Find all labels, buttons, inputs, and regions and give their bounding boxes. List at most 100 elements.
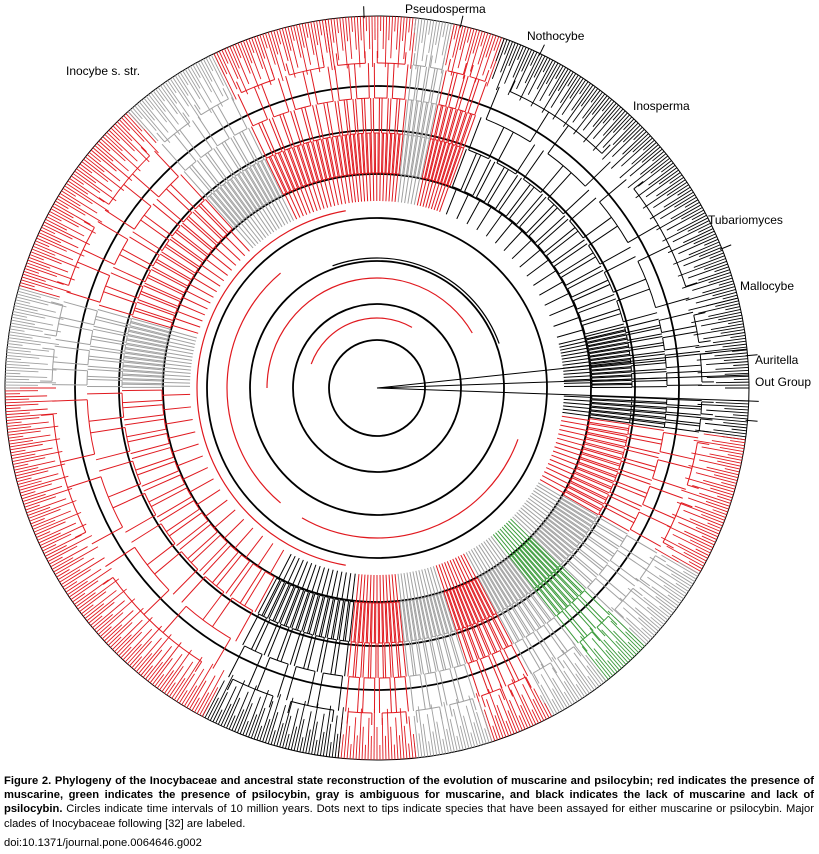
clade-arc (127, 327, 130, 334)
radial-branch (585, 326, 625, 337)
radial-branch (297, 592, 311, 631)
radial-branch (556, 568, 582, 594)
tip-branch (138, 101, 155, 121)
tip-branch (717, 460, 741, 467)
radial-branch (263, 622, 279, 656)
radial-branch (569, 604, 594, 631)
radial-branch (152, 203, 181, 227)
tip-branch (712, 337, 746, 344)
tip-branch (10, 322, 62, 333)
tip-branch (314, 739, 318, 755)
stem-branch (230, 230, 250, 252)
radial-branch (590, 361, 631, 367)
tip-branch (710, 487, 734, 496)
tip-branch (703, 479, 736, 490)
radial-branch (458, 113, 472, 147)
tip-branch (16, 296, 49, 306)
radial-branch (228, 645, 245, 678)
tip-branch (92, 147, 133, 182)
stem-branch (284, 193, 298, 220)
tip-branch (79, 591, 107, 612)
radial-branch (307, 671, 316, 706)
radial-branch (119, 254, 151, 272)
radial-branch (591, 374, 632, 378)
radial-branch (143, 285, 181, 303)
radial-branch (348, 64, 353, 100)
radial-branch (514, 642, 532, 675)
radial-branch (449, 668, 460, 703)
radial-branch (591, 383, 632, 386)
radial-branch (404, 64, 409, 100)
radial-branch (608, 494, 641, 511)
radial-branch (187, 531, 218, 560)
tip-branch (693, 255, 725, 268)
tip-branch (224, 48, 239, 79)
tip-branch (650, 157, 670, 174)
tip-branch (14, 467, 39, 474)
radial-branch (312, 141, 324, 181)
radial-branch (215, 189, 242, 222)
radial-branch (93, 325, 128, 335)
radial-branch (325, 138, 335, 178)
tip-branch (150, 92, 166, 112)
tip-branch (41, 226, 56, 235)
radial-branch (589, 349, 630, 357)
radial-branch (382, 642, 384, 678)
tip-branch (184, 68, 212, 114)
clade-label-mallocybe: Mallocybe (740, 279, 794, 293)
radial-branch (424, 673, 431, 709)
clade-arc (323, 136, 331, 140)
radial-branch (293, 146, 308, 185)
radial-branch (92, 328, 128, 337)
tip-branch (494, 715, 504, 739)
tip-branch (396, 16, 399, 50)
tip-branch (11, 447, 53, 457)
tip-branch (730, 440, 746, 444)
tip-branch (311, 721, 318, 755)
tip-branch (685, 477, 735, 493)
radial-branch (192, 120, 213, 150)
tip-branch (713, 474, 738, 482)
radial-branch (474, 81, 488, 116)
clade-arc (480, 655, 489, 660)
tip-branch (13, 308, 64, 320)
tip-branch (319, 731, 325, 756)
radial-branch (462, 584, 480, 622)
radial-branch (252, 165, 273, 201)
radial-branch (457, 75, 469, 110)
caption-title: Figure 2. Phylogeny of the Inocybaceae a… (4, 775, 814, 816)
radial-branch (159, 253, 195, 276)
tip-branch (325, 723, 332, 757)
tip-branch (156, 654, 183, 689)
stem-branch (510, 518, 531, 539)
radial-branch (238, 173, 261, 208)
radial-branch (166, 508, 200, 533)
clade-arc (280, 623, 290, 628)
tip-branch (96, 598, 136, 633)
stem-branch (506, 522, 527, 544)
tip-branch (270, 31, 279, 55)
tip-branch (723, 358, 748, 362)
tip-branch (661, 554, 698, 577)
radial-branch (522, 638, 541, 670)
clade-arc (356, 97, 370, 100)
radial-branch (482, 619, 498, 653)
radial-branch (469, 64, 474, 77)
tip-branch (732, 349, 748, 352)
tip-branch (234, 709, 245, 732)
stem-branch (409, 571, 416, 600)
tip-branch (524, 53, 541, 84)
radial-branch (516, 551, 544, 583)
backbone-arc (266, 277, 473, 389)
radial-branch (579, 541, 609, 564)
tip-branch (721, 481, 736, 487)
radial-branch (662, 541, 674, 549)
tip-branch (313, 21, 319, 46)
tip-branch (544, 703, 553, 717)
radial-branch (122, 374, 163, 378)
tip-branch (5, 395, 48, 398)
radial-branch (302, 71, 312, 106)
tip-branch (493, 36, 500, 51)
tip-branch (613, 630, 637, 655)
tip-branch (696, 416, 748, 423)
